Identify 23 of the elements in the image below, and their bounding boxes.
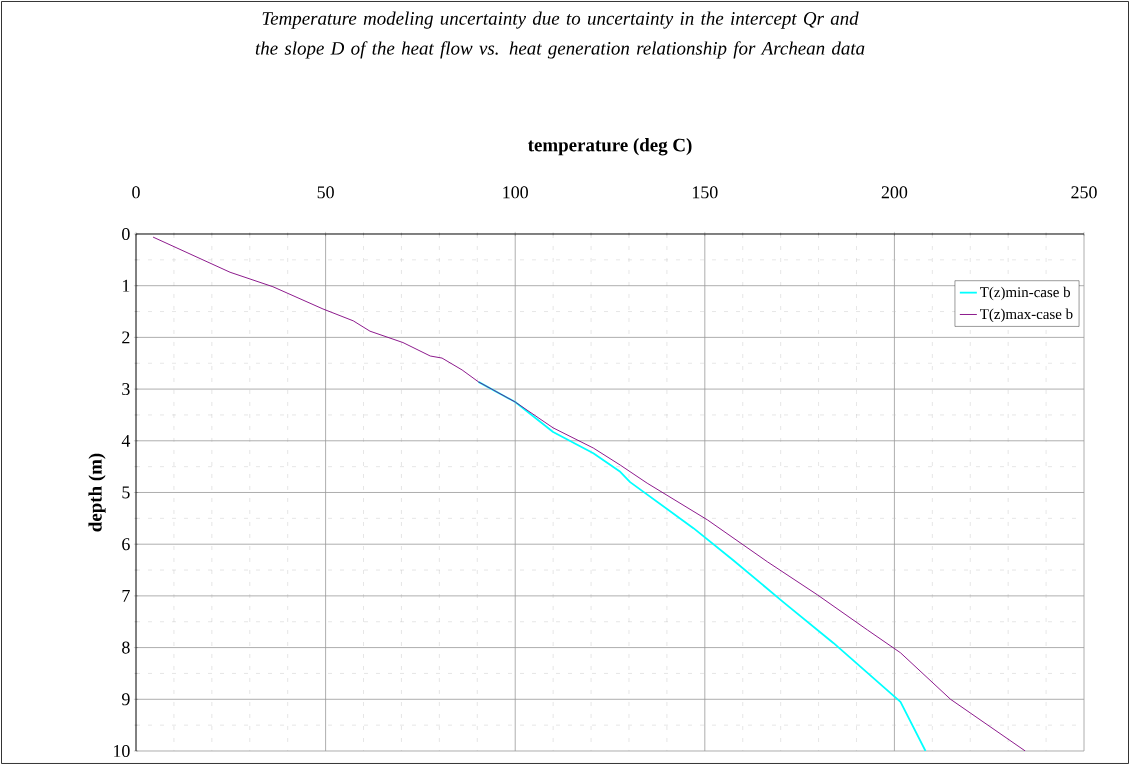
y-tick-label: 8 xyxy=(122,641,130,654)
y-tick-label: 4 xyxy=(121,434,131,447)
x-tick-label: 100 xyxy=(503,186,528,199)
y-tick-label: 2 xyxy=(122,331,130,344)
y-tick-label: 5 xyxy=(122,486,130,499)
legend-label: T(z)min-case b xyxy=(980,286,1071,301)
x-tick-label: 200 xyxy=(881,186,908,199)
y-tick-label: 0 xyxy=(122,227,130,241)
x-tick-label: 250 xyxy=(1071,186,1097,199)
y-axis-title: depth (m) xyxy=(88,453,106,532)
y-tick-label: 1 xyxy=(122,279,130,292)
x-tick-label: 50 xyxy=(317,186,334,199)
y-tick-label: 10 xyxy=(114,744,130,758)
line-series xyxy=(477,380,927,751)
x-tick-label: 0 xyxy=(132,186,140,199)
y-tick-label: 6 xyxy=(122,538,130,551)
y-tick-label: 3 xyxy=(122,383,130,396)
y-tick-label: 9 xyxy=(121,693,130,706)
y-tick-label: 7 xyxy=(122,590,130,602)
chart-title: Temperature modeling uncertainty due to uncertainty in the intercept Qr and the slope D of the heat flow vs. heat generation relationship for Archean data xyxy=(255,11,865,59)
x-axis-title: temperature (deg C) xyxy=(527,138,692,156)
x-tick-label: 150 xyxy=(692,186,718,199)
legend-label: T(z)max-case b xyxy=(980,308,1073,323)
